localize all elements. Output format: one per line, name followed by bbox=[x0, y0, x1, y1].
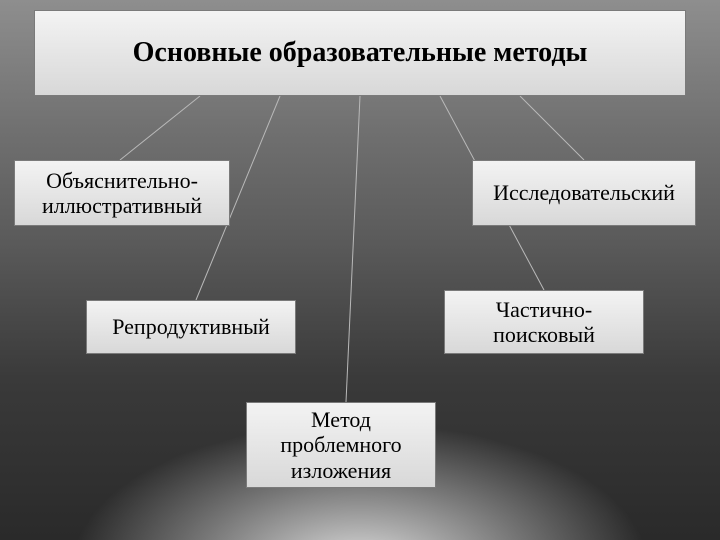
child-node: Метод проблемного изложения bbox=[246, 402, 436, 488]
child-node: Объяснительно-иллюстративный bbox=[14, 160, 230, 226]
root-node: Основные образовательные методы bbox=[34, 10, 686, 96]
root-node-label: Основные образовательные методы bbox=[133, 37, 588, 69]
child-node-label: Объяснительно-иллюстративный bbox=[21, 168, 223, 219]
connector-line bbox=[520, 96, 584, 160]
slide-stage: Основные образовательные методы Объяснит… bbox=[0, 0, 720, 540]
connector-line bbox=[120, 96, 200, 160]
child-node: Репродуктивный bbox=[86, 300, 296, 354]
child-node-label: Исследовательский bbox=[493, 180, 675, 205]
connector-line bbox=[346, 96, 360, 402]
child-node-label: Метод проблемного изложения bbox=[253, 407, 429, 483]
child-node-label: Частично-поисковый bbox=[451, 297, 637, 348]
child-node: Частично-поисковый bbox=[444, 290, 644, 354]
child-node: Исследовательский bbox=[472, 160, 696, 226]
child-node-label: Репродуктивный bbox=[112, 314, 270, 339]
